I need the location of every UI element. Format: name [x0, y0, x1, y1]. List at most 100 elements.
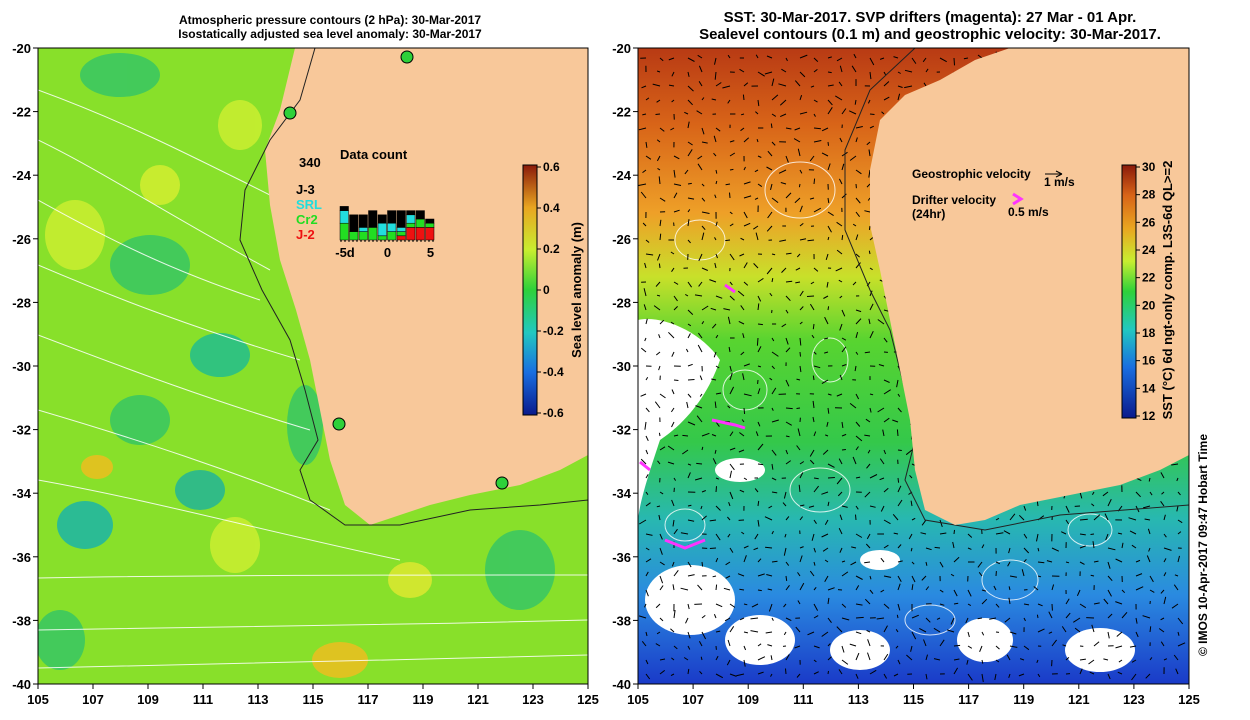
velocity-arrow: [1115, 558, 1123, 563]
velocity-arrow: [869, 236, 874, 241]
velocity-arrow: [825, 253, 829, 261]
velocity-arrow: [897, 583, 901, 591]
velocity-arrow: [757, 573, 765, 577]
velocity-arrow: [715, 221, 718, 227]
pressure-contours: [38, 89, 588, 669]
velocity-arrow: [1117, 671, 1123, 675]
velocity-arrow: [904, 85, 913, 89]
data-count-bar-j-2: [415, 227, 425, 241]
velocity-arrow: [855, 169, 862, 175]
velocity-arrow: [981, 598, 988, 605]
velocity-arrow: [743, 631, 749, 634]
velocity-arrow: [855, 309, 862, 313]
velocity-arrow: [866, 141, 871, 146]
velocity-arrow: [783, 491, 787, 499]
velocity-arrow: [827, 71, 832, 74]
velocity-arrow: [1135, 559, 1141, 563]
velocity-arrow: [757, 388, 761, 395]
velocity-arrow: [673, 183, 682, 186]
velocity-arrow: [925, 547, 932, 551]
data-count-bar-cr2: [406, 222, 416, 228]
colorbar-tick-label: -0.2: [543, 324, 564, 338]
velocity-arrow: [827, 501, 830, 507]
velocity-arrow: [729, 603, 736, 608]
velocity-arrow: [893, 673, 899, 677]
velocity-arrow: [673, 645, 678, 650]
velocity-arrow: [1145, 673, 1151, 679]
velocity-arrow: [868, 250, 871, 255]
velocity-arrow: [827, 163, 831, 171]
velocity-arrow: [809, 155, 815, 162]
velocity-arrow: [807, 631, 815, 636]
velocity-arrow: [781, 267, 787, 273]
velocity-arrow: [729, 152, 736, 157]
velocity-arrow: [673, 528, 678, 535]
velocity-arrow: [813, 671, 819, 675]
velocity-arrow: [939, 57, 947, 63]
velocity-arrow: [1149, 575, 1154, 583]
velocity-arrow: [769, 292, 773, 297]
velocity-arrow: [880, 557, 885, 563]
geostrophic-velocity-label: Geostrophic velocity: [912, 167, 1031, 181]
lat-tick-label: -34: [612, 486, 632, 501]
velocity-arrow: [680, 532, 689, 535]
velocity-arrow: [1093, 602, 1100, 605]
velocity-arrow: [757, 303, 760, 311]
lon-tick-label: 121: [467, 692, 489, 707]
velocity-arrow: [743, 281, 749, 286]
velocity-arrow: [1008, 597, 1011, 605]
velocity-arrow: [1149, 589, 1155, 593]
velocity-arrow: [1023, 547, 1030, 554]
velocity-arrow: [995, 645, 1000, 650]
velocity-legend: Geostrophic velocity 1 m/s Drifter veloc…: [912, 167, 1075, 221]
velocity-arrow: [825, 434, 829, 437]
velocity-arrow: [710, 307, 717, 311]
velocity-arrow: [729, 140, 735, 143]
velocity-arrow: [785, 561, 790, 566]
velocity-arrow: [715, 127, 721, 132]
lat-tick-label: -32: [612, 423, 631, 438]
velocity-arrow: [655, 603, 661, 609]
velocity-arrow: [921, 519, 927, 526]
velocity-arrow: [981, 673, 984, 682]
velocity-arrow: [1090, 533, 1095, 535]
velocity-arrow: [654, 401, 661, 409]
velocity-arrow: [919, 627, 927, 633]
velocity-arrow: [785, 295, 791, 302]
velocity-arrow: [1103, 598, 1109, 605]
velocity-arrow: [711, 98, 717, 101]
velocity-arrow: [836, 57, 843, 62]
velocity-arrow: [659, 547, 663, 555]
velocity-arrow: [851, 546, 857, 549]
velocity-arrow: [687, 121, 690, 129]
velocity-arrow: [981, 589, 987, 592]
velocity-arrow: [1074, 627, 1081, 633]
velocity-arrow: [638, 127, 647, 131]
velocity-arrow: [827, 477, 835, 479]
velocity-arrow: [911, 561, 915, 565]
velocity-arrow: [827, 236, 830, 241]
velocity-arrow: [836, 221, 843, 227]
velocity-arrow: [813, 615, 819, 619]
velocity-arrow: [794, 127, 801, 131]
velocity-arrow: [1023, 617, 1026, 622]
velocity-arrow: [883, 487, 889, 493]
velocity-arrow: [897, 560, 903, 563]
velocity-arrow: [673, 155, 680, 160]
lat-tick-label: -40: [12, 677, 31, 692]
velocity-arrow: [743, 211, 748, 219]
velocity-arrow: [821, 152, 829, 157]
lon-tick-label: 121: [1068, 692, 1090, 707]
velocity-arrow: [812, 400, 815, 409]
velocity-arrow: [727, 516, 731, 521]
velocity-arrow: [795, 626, 801, 633]
velocity-arrow: [737, 573, 745, 577]
velocity-arrow: [771, 197, 779, 203]
velocity-arrow: [882, 429, 885, 437]
left-title-line2: Isostatically adjusted sea level anomaly…: [178, 27, 482, 41]
velocity-arrow: [866, 183, 871, 188]
colorbar-tick-label: 0.6: [543, 160, 560, 174]
velocity-arrow: [1079, 603, 1087, 609]
velocity-arrow: [1160, 617, 1165, 621]
velocity-arrow: [1117, 532, 1123, 535]
